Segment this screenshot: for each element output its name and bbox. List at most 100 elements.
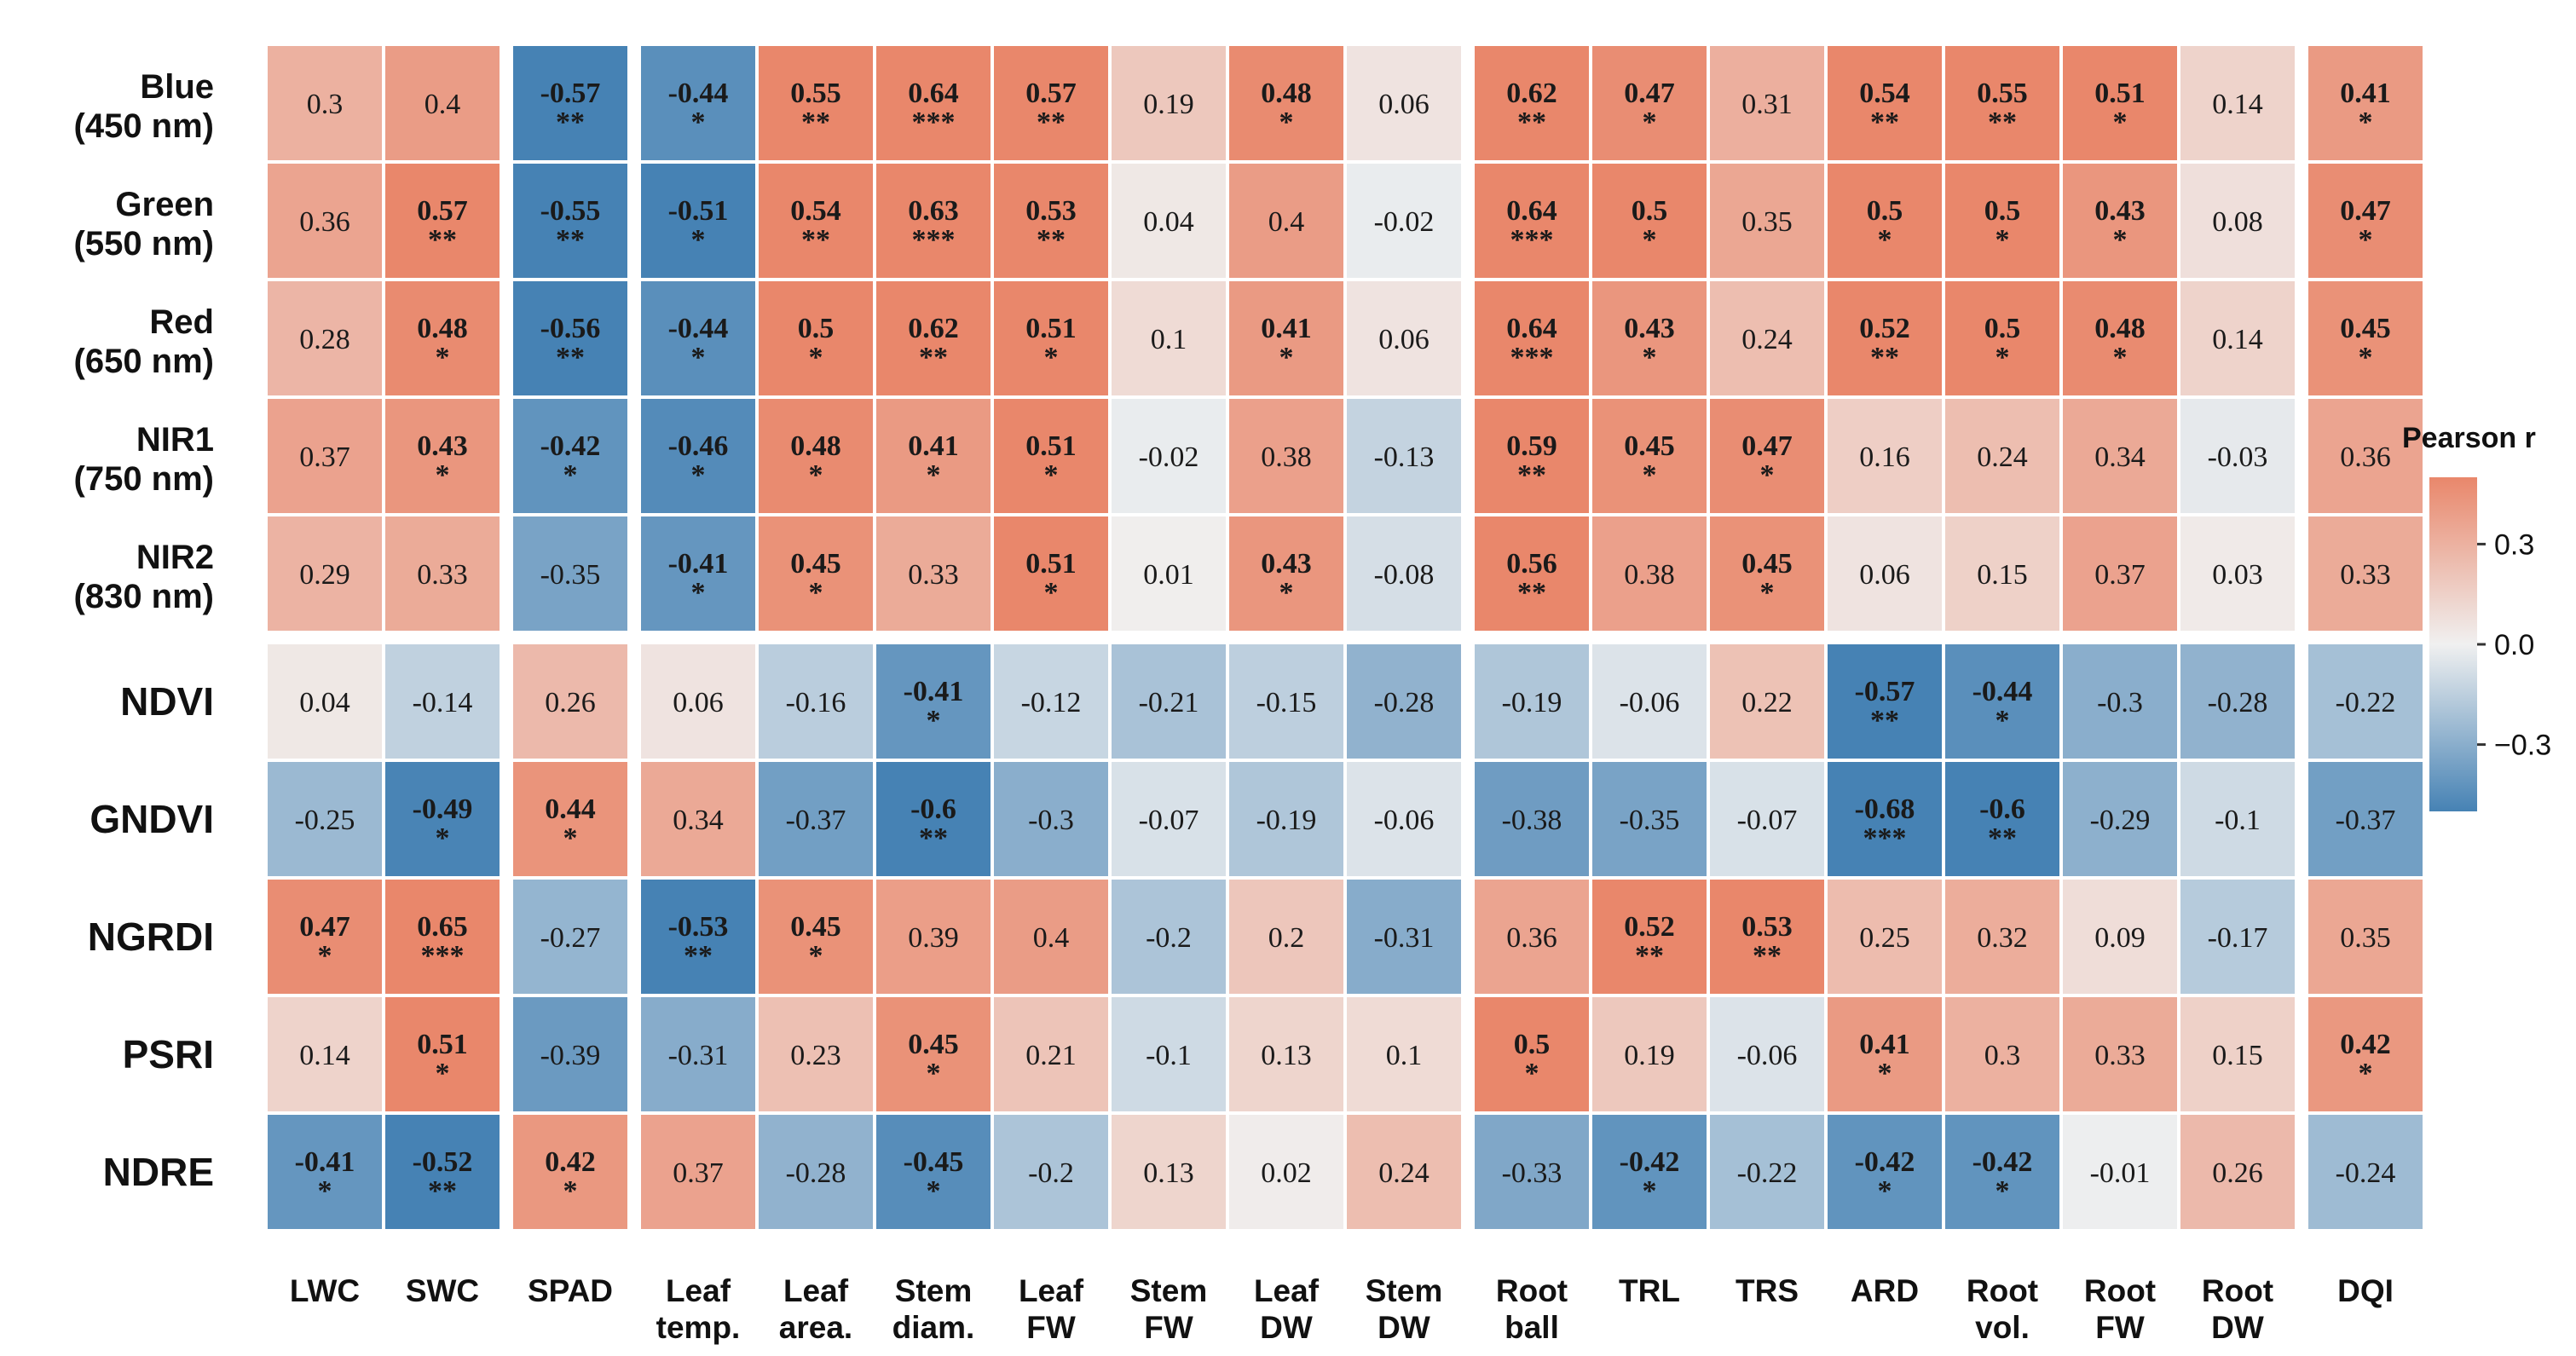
heatmap-cell: 0.29 [268, 516, 382, 631]
column-label: LWC [290, 1273, 360, 1308]
cell-value-label: -0.53 [668, 911, 729, 943]
heatmap-cell: -0.06 [1710, 997, 1824, 1111]
cell-value-label: 0.51 [1025, 313, 1077, 344]
heatmap-cell: -0.1 [2180, 762, 2295, 876]
heatmap-cell: 0.04 [268, 644, 382, 759]
cell-value-label: 0.06 [1378, 89, 1430, 120]
heatmap-cell-rect [513, 46, 627, 160]
heatmap-cell: 0.13 [1112, 1115, 1226, 1229]
cell-value-label: 0.4 [1268, 206, 1305, 238]
row-label: Red (650 nm) [74, 303, 215, 380]
cell-value-label: 0.06 [673, 687, 724, 718]
cell-significance-label: ** [1517, 577, 1546, 609]
heatmap-cell: -0.24 [2308, 1115, 2423, 1229]
cell-value-label: -0.22 [1737, 1157, 1798, 1189]
heatmap-cells: 0.3 0.4 -0.57**-0.44*0.55**0.64***0.57**0.… [268, 46, 2423, 1229]
legend-tick-label: 0.0 [2494, 629, 2534, 661]
heatmap-cell: -0.35 [1592, 762, 1707, 876]
heatmap-cell-rect [513, 164, 627, 278]
heatmap-cell-rect [1475, 997, 1589, 1111]
heatmap-cell-rect [385, 762, 500, 876]
cell-significance-label: * [318, 1175, 332, 1207]
heatmap-cell: 0.45* [759, 880, 873, 994]
cell-significance-label: *** [421, 940, 465, 972]
cell-value-label: 0.62 [1506, 78, 1557, 109]
heatmap-cell-rect [1347, 997, 1461, 1111]
heatmap-cell-rect [1710, 997, 1824, 1111]
heatmap-cell-rect [876, 516, 991, 631]
heatmap-cell-rect [2180, 281, 2295, 395]
heatmap-cell: -0.33 [1475, 1115, 1589, 1229]
cell-value-label: 0.47 [2340, 195, 2391, 227]
heatmap-cell: 0.63*** [876, 164, 991, 278]
heatmap-cell-rect [1347, 1115, 1461, 1229]
heatmap-cell: -0.03 [2180, 399, 2295, 513]
cell-value-label: 0.51 [417, 1029, 468, 1060]
heatmap-cell-rect [1229, 281, 1343, 395]
heatmap-cell: 0.47* [2308, 164, 2423, 278]
heatmap-cell: 0.31 [1710, 46, 1824, 160]
cell-value-label: 0.34 [673, 805, 724, 836]
heatmap-cell: -0.27 [513, 880, 627, 994]
heatmap-cell-rect [2308, 644, 2423, 759]
cell-value-label: -0.56 [540, 313, 601, 344]
heatmap-cell-rect [1710, 516, 1824, 631]
heatmap-cell-rect [994, 516, 1108, 631]
cell-value-label: 0.24 [1378, 1157, 1430, 1189]
heatmap-cell-rect [2063, 164, 2177, 278]
column-label: Leaf DW [1254, 1273, 1320, 1345]
heatmap-cell-rect [1945, 164, 2059, 278]
heatmap-cell-rect [1347, 516, 1461, 631]
heatmap-cell: -0.01 [2063, 1115, 2177, 1229]
column-label: Root FW [2084, 1273, 2156, 1345]
cell-value-label: -0.02 [1139, 441, 1199, 473]
cell-value-label: 0.52 [1859, 313, 1910, 344]
heatmap-cell: -0.14 [385, 644, 500, 759]
cell-value-label: -0.28 [786, 1157, 846, 1189]
heatmap-cell: -0.49* [385, 762, 500, 876]
cell-significance-label: * [691, 342, 706, 373]
cell-significance-label: ** [1037, 224, 1066, 256]
cell-value-label: 0.36 [2340, 441, 2391, 473]
cell-significance-label: ** [919, 822, 948, 854]
heatmap-cell-rect [1592, 880, 1707, 994]
cell-value-label: 0.54 [1859, 78, 1910, 109]
cell-value-label: -0.29 [2090, 805, 2151, 836]
heatmap-cell: 0.33 [385, 516, 500, 631]
cell-value-label: 0.59 [1506, 430, 1557, 462]
heatmap-cell-rect [876, 164, 991, 278]
heatmap-cell: 0.62** [876, 281, 991, 395]
heatmap-cell-rect [268, 880, 382, 994]
row-label: Green (550 nm) [74, 186, 215, 263]
heatmap-cell-rect [1828, 644, 1942, 759]
heatmap-cell-rect [1710, 1115, 1824, 1229]
cell-value-label: 0.33 [2094, 1040, 2146, 1071]
heatmap-cell: 0.5* [1945, 164, 2059, 278]
legend-title: Pearson r [2402, 422, 2536, 454]
cell-value-label: 0.14 [299, 1040, 350, 1071]
heatmap-cell: 0.59** [1475, 399, 1589, 513]
heatmap-cell: 0.15 [1945, 516, 2059, 631]
cell-value-label: -0.6 [910, 793, 956, 825]
cell-value-label: -0.28 [1374, 687, 1435, 718]
heatmap-cell-rect [1945, 1115, 2059, 1229]
heatmap-cell-rect [1229, 997, 1343, 1111]
cell-significance-label: * [563, 1175, 578, 1207]
heatmap-cell: -0.42* [1828, 1115, 1942, 1229]
cell-value-label: 0.37 [673, 1157, 724, 1189]
heatmap-cell: 0.33 [2308, 516, 2423, 631]
heatmap-cell-rect [1828, 399, 1942, 513]
cell-significance-label: * [691, 224, 706, 256]
heatmap-cell-rect [1945, 281, 2059, 395]
heatmap-cell-rect [1229, 644, 1343, 759]
cell-value-label: -0.46 [668, 430, 729, 462]
heatmap-cell: 0.38 [1229, 399, 1343, 513]
heatmap-cell-rect [385, 46, 500, 160]
column-label: TRS [1736, 1273, 1799, 1308]
heatmap-cell: 0.35 [1710, 164, 1824, 278]
heatmap-cell-rect [385, 516, 500, 631]
cell-significance-label: ** [556, 107, 585, 138]
heatmap-cell-rect [1592, 762, 1707, 876]
heatmap-cell: -0.31 [641, 997, 755, 1111]
heatmap-cell-rect [1592, 1115, 1707, 1229]
